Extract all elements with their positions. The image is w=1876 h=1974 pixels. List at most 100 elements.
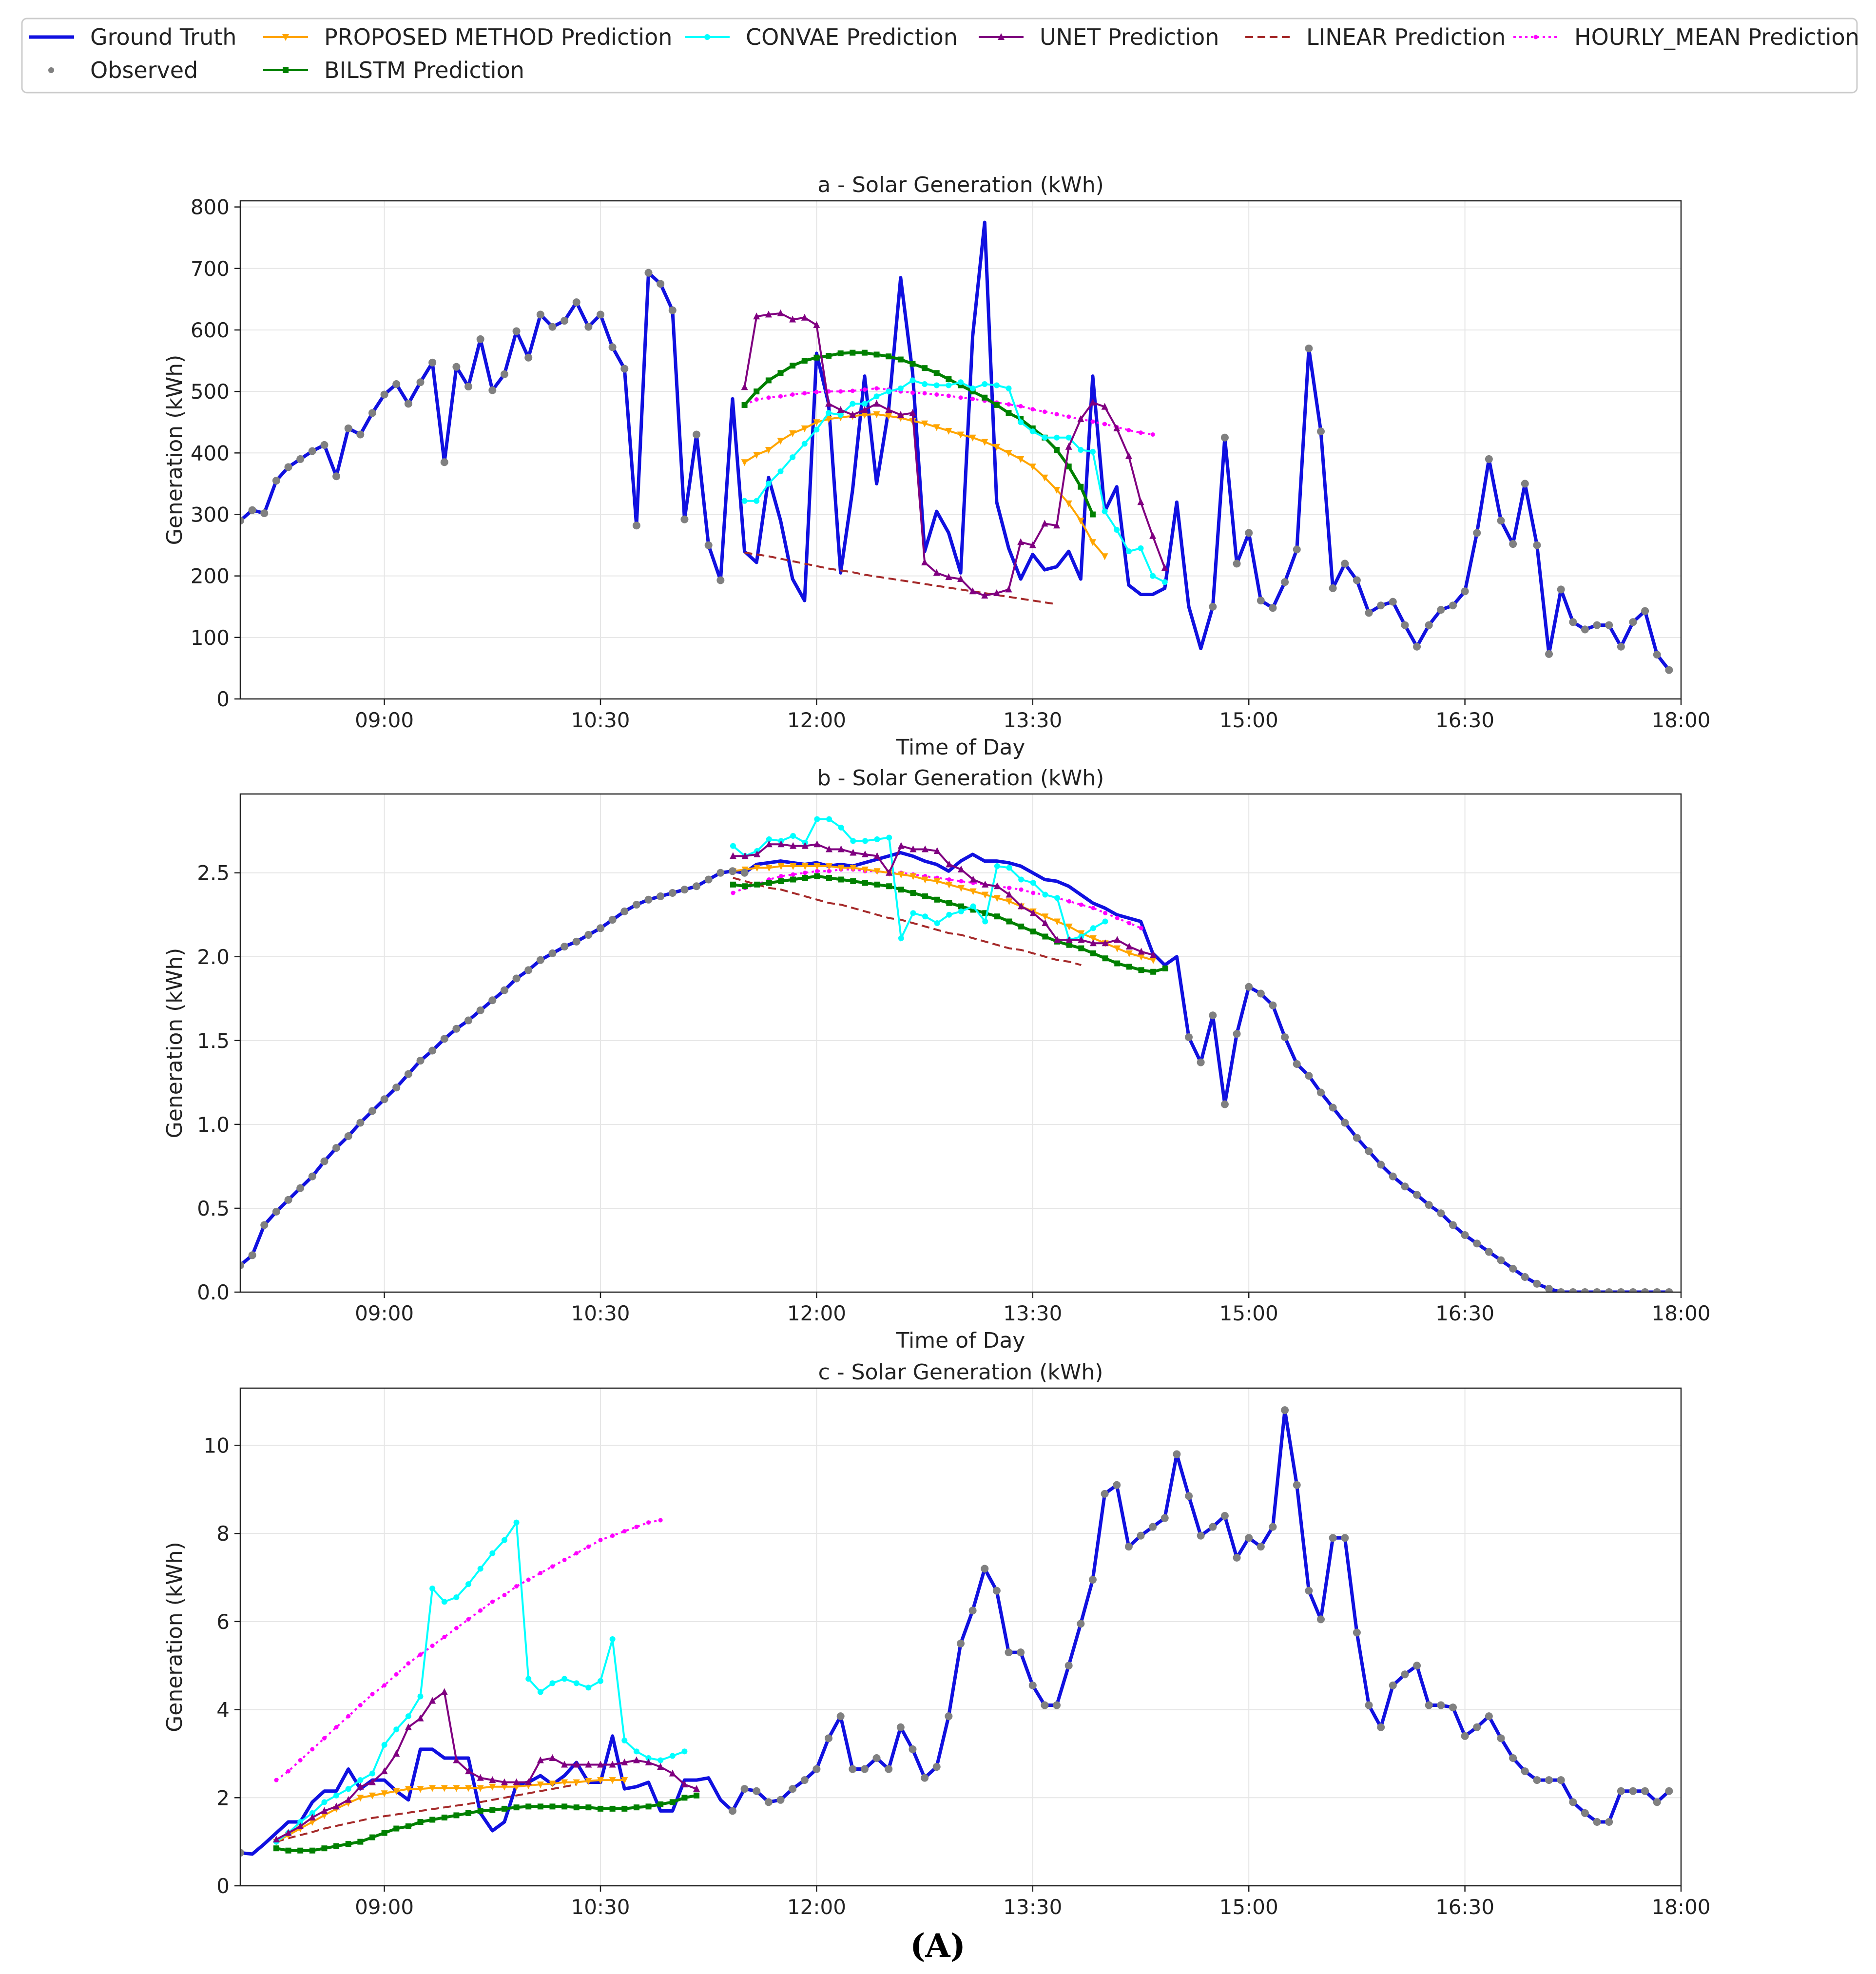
point-convae (573, 1680, 580, 1686)
observed-point (1353, 576, 1361, 584)
point-hourly (418, 1652, 423, 1657)
point-bilstm (417, 1819, 424, 1825)
observed-point (945, 1712, 953, 1721)
observed-point (1437, 1209, 1445, 1218)
point-unet (537, 1756, 544, 1763)
point-proposed (993, 895, 1001, 902)
point-proposed (405, 1786, 412, 1793)
observed-point (789, 1785, 797, 1793)
observed-point (620, 907, 629, 915)
observed-point (1461, 1231, 1469, 1239)
point-bilstm (429, 1817, 436, 1823)
x-tick-label: 12:00 (787, 1301, 846, 1325)
point-convae (681, 1748, 688, 1755)
observed-point (1245, 529, 1253, 537)
point-proposed (357, 1795, 364, 1802)
observed-point (260, 509, 269, 517)
point-hourly (622, 1529, 627, 1534)
y-tick-label: 500 (191, 380, 230, 404)
point-convae (982, 918, 988, 925)
point-convae (561, 1676, 568, 1682)
observed-point (368, 409, 376, 417)
point-hourly (406, 1661, 411, 1666)
point-convae (1030, 880, 1036, 886)
point-unet (1101, 403, 1108, 410)
point-bilstm (873, 351, 880, 358)
x-tick-label: 18:00 (1651, 1895, 1710, 1919)
point-bilstm (477, 1808, 484, 1814)
observed-point (608, 343, 617, 351)
y-tick-label: 0.5 (197, 1197, 230, 1220)
observed-point (1209, 1011, 1217, 1020)
point-convae (886, 834, 892, 841)
observed-point (1401, 1670, 1409, 1679)
point-unet (933, 847, 941, 854)
point-convae (645, 1755, 652, 1761)
point-convae (933, 382, 940, 388)
point-unet (489, 1776, 496, 1783)
observed-point (753, 1787, 761, 1795)
point-unet (1006, 890, 1013, 898)
observed-point (404, 400, 412, 408)
observed-point (344, 424, 352, 432)
point-bilstm (826, 352, 832, 359)
chart-title: a - Solar Generation (kWh) (817, 173, 1104, 197)
point-bilstm (333, 1843, 340, 1849)
point-unet (885, 406, 892, 413)
x-tick-label: 10:30 (571, 708, 630, 732)
point-proposed (933, 878, 941, 885)
point-hourly (478, 1608, 483, 1613)
point-hourly (814, 389, 819, 394)
y-axis-label: Generation (kWh) (162, 948, 187, 1139)
point-proposed (897, 871, 905, 879)
observed-point (1365, 1147, 1373, 1155)
point-unet (501, 1778, 508, 1785)
point-bilstm (922, 365, 928, 371)
point-unet (909, 845, 917, 852)
point-convae (862, 838, 868, 844)
point-bilstm (765, 377, 772, 384)
point-proposed (609, 1777, 616, 1784)
observed-point (992, 1587, 1001, 1595)
series-observed (240, 1406, 1673, 1857)
point-bilstm (778, 878, 784, 884)
observed-point (240, 1261, 244, 1269)
point-hourly (658, 1518, 663, 1523)
series-line-hourly (733, 868, 1142, 929)
point-proposed (933, 424, 940, 431)
legend-marker-hourly (1533, 35, 1538, 39)
observed-point (632, 522, 640, 530)
point-unet (465, 1767, 472, 1775)
point-proposed (765, 865, 773, 872)
observed-point (240, 517, 244, 525)
point-convae (826, 816, 832, 822)
observed-point (1341, 560, 1349, 568)
observed-point (1353, 1134, 1361, 1142)
point-unet (1078, 936, 1085, 943)
chart-panel-a: 09:00 10:30 12:00 13:30 15:00 16:30 18:00 0 100 2… (162, 173, 1711, 760)
y-tick-label: 700 (191, 257, 230, 281)
point-unet (393, 1749, 400, 1757)
point-hourly (586, 1544, 591, 1549)
point-proposed (957, 431, 964, 439)
point-proposed (1138, 953, 1145, 961)
observed-point (1341, 1119, 1349, 1127)
point-proposed (1041, 474, 1048, 482)
observed-point (1245, 983, 1253, 991)
observed-point (1581, 625, 1589, 634)
point-unet (381, 1767, 388, 1775)
point-unet (1125, 452, 1132, 459)
point-unet (321, 1807, 328, 1814)
observed-point (296, 1184, 305, 1192)
observed-point (1521, 480, 1529, 488)
point-bilstm (513, 1804, 520, 1811)
observed-point (1521, 1767, 1529, 1776)
plot-area (240, 1406, 1673, 1857)
point-unet (1041, 520, 1048, 527)
point-proposed (393, 1788, 400, 1795)
point-hourly (466, 1617, 471, 1622)
point-proposed (957, 885, 965, 892)
point-bilstm (453, 1812, 460, 1819)
observed-point (380, 390, 388, 399)
